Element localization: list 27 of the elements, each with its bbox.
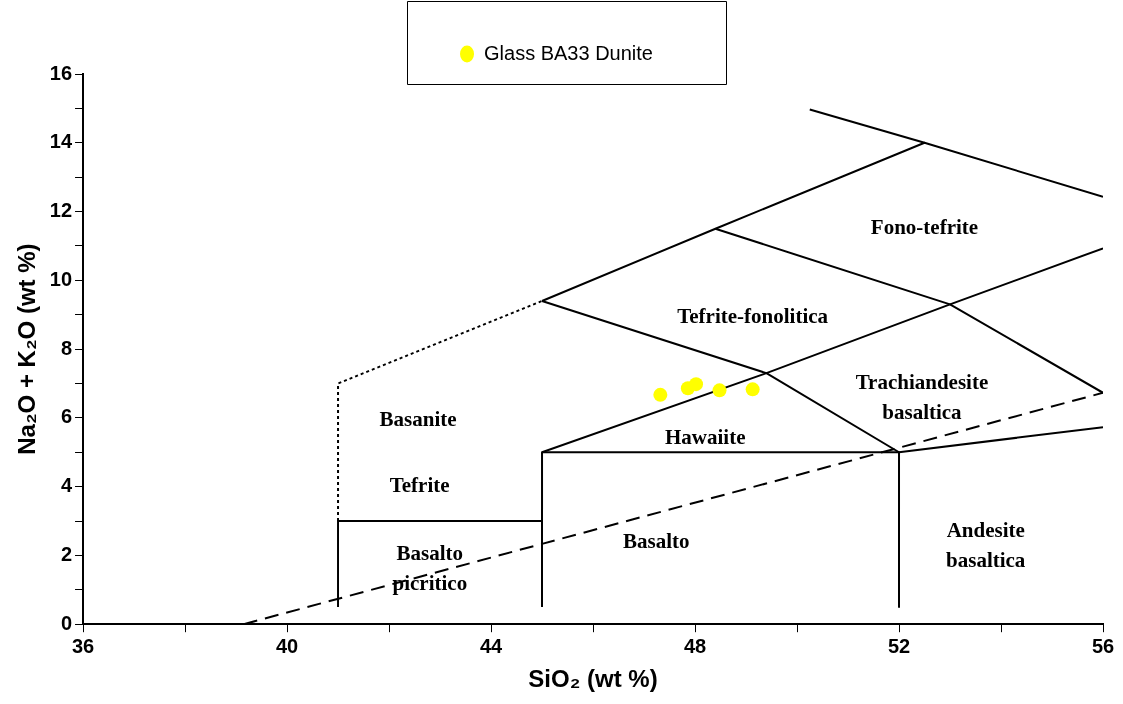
x-tick-label: 36 [71, 634, 95, 657]
y-tick-label: 16 [49, 61, 73, 84]
x-tick-label: 48 [683, 634, 707, 657]
x-axis-title: SiO₂ (wt %) [528, 665, 658, 693]
annotation: Basalto [623, 528, 690, 553]
legend-label: Glass BA33 Dunite [484, 41, 653, 64]
y-tick-label: 6 [60, 405, 73, 428]
x-tick-label: 44 [479, 634, 504, 657]
annotation: Tefrite-fonolitica [677, 303, 829, 328]
y-tick-label: 8 [60, 336, 73, 359]
y-tick-label: 2 [60, 542, 73, 565]
y-tick-label: 14 [49, 130, 73, 153]
x-tick-label: 56 [1091, 634, 1115, 657]
annotation: Fono-tefrite [870, 215, 979, 240]
annotation: Tefrite [389, 473, 450, 498]
y-tick-label: 4 [60, 474, 73, 497]
annotation: Hawaiite [664, 425, 746, 450]
y-axis-title: Na₂O + K₂O (wt %) [13, 243, 41, 455]
annotation: Basanite [379, 407, 457, 432]
annotation: Basalto picritico [392, 540, 468, 595]
y-tick-label: 12 [49, 199, 73, 222]
x-tick-label: 52 [887, 634, 911, 657]
annotation: Andesite basaltica [946, 518, 1026, 573]
x-tick-label: 40 [275, 634, 299, 657]
y-tick-label: 10 [49, 267, 73, 290]
y-tick-label: 0 [60, 611, 73, 634]
annotation: Trachiandesite basaltica [855, 370, 989, 425]
